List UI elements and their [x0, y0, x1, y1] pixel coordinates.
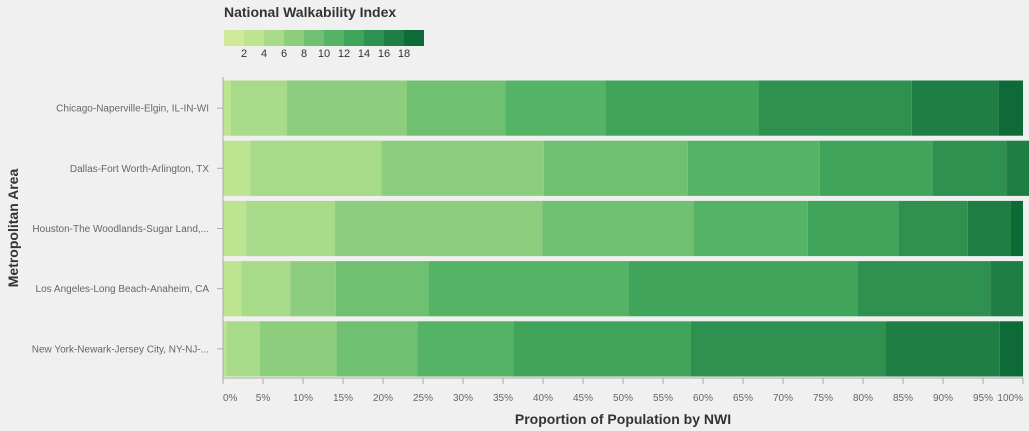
bar-segment [223, 261, 242, 317]
legend-tick-label: 14 [358, 48, 370, 60]
legend-swatch [364, 30, 384, 46]
x-axis: 0% 5% 10% 15% 20% 25% 30% 35% 40% 45% 50% 55% 60% 65%… [222, 377, 1024, 404]
bar-segment [911, 80, 999, 136]
x-tick-label: 85% [893, 393, 913, 404]
bar-segment [759, 80, 912, 136]
legend-tick-label: 2 [241, 48, 247, 60]
x-tick-label: 70% [773, 393, 793, 404]
legend-tick-label: 16 [378, 48, 390, 60]
bar-segment [335, 261, 429, 317]
bar-segment [287, 80, 407, 136]
bar-segment [998, 80, 1023, 136]
legend-swatch [284, 30, 304, 46]
legend-swatch [324, 30, 344, 46]
x-tick-label: 65% [733, 393, 753, 404]
bar-segment [407, 80, 506, 136]
legend-swatch [384, 30, 404, 46]
bar-segment [1006, 140, 1029, 196]
category-label: Houston-The Woodlands-Sugar Land,... [32, 224, 209, 235]
bar-segment [246, 200, 335, 257]
x-axis-title: Proportion of Population by NWI [515, 411, 731, 427]
legend-tick-label: 12 [338, 48, 350, 60]
bar-segment [857, 261, 991, 317]
legend-tick-label: 18 [398, 48, 410, 60]
bar-segment [628, 261, 858, 317]
x-tick-label: 30% [453, 393, 473, 404]
bar-segment [223, 140, 251, 196]
bar-segment [241, 261, 291, 317]
x-tick-label: 50% [613, 393, 633, 404]
bar-segment [967, 200, 1011, 257]
x-tick-label: 100% [997, 393, 1023, 404]
legend: National Walkability Index 2 4 6 8 10 12 14 16 1… [224, 4, 424, 60]
x-tick-label: 25% [413, 393, 433, 404]
x-tick-label: 95% [973, 393, 993, 404]
bar-segment [223, 321, 227, 377]
legend-swatch [304, 30, 324, 46]
bars [223, 80, 1029, 377]
bar-segment [542, 200, 694, 257]
bar-segment [505, 80, 606, 136]
bar-segment [335, 200, 543, 257]
y-axis: Chicago-Naperville-Elgin, IL-IN-WI Dallas… [32, 77, 224, 378]
bar-segment [898, 200, 968, 257]
y-axis-title: Metropolitan Area [5, 169, 21, 288]
category-label: New York-Newark-Jersey City, NY-NJ-... [32, 344, 209, 355]
bar-segment [381, 140, 544, 196]
bar-segment [259, 321, 337, 377]
x-tick-label: 80% [853, 393, 873, 404]
bar-segment [231, 80, 287, 136]
x-tick-label: 20% [373, 393, 393, 404]
category-label: Dallas-Fort Worth-Arlington, TX [70, 164, 209, 175]
bar-segment [691, 321, 886, 377]
legend-swatches [224, 30, 424, 46]
x-tick-label: 0% [223, 393, 238, 404]
bar-segment [336, 321, 418, 377]
bar-segment [543, 140, 688, 196]
bar-segment [1011, 200, 1023, 257]
x-tick-label: 75% [813, 393, 833, 404]
bar-segment [819, 140, 933, 196]
legend-swatch [344, 30, 364, 46]
x-tick-label: 35% [493, 393, 513, 404]
x-tick-label: 45% [573, 393, 593, 404]
bar-segment [223, 80, 231, 136]
legend-tick-label: 4 [261, 48, 267, 60]
legend-ticks: 2 4 6 8 10 12 14 16 18 [241, 48, 410, 60]
x-tick-label: 10% [293, 393, 313, 404]
x-tick-label: 40% [533, 393, 553, 404]
bar-segment [223, 200, 247, 257]
bar-segment [990, 261, 1023, 317]
legend-swatch [244, 30, 264, 46]
bar-segment [417, 321, 514, 377]
legend-title: National Walkability Index [224, 4, 396, 20]
bar-segment [226, 321, 260, 377]
bar-segment [290, 261, 336, 317]
legend-tick-label: 8 [301, 48, 307, 60]
legend-swatch [224, 30, 244, 46]
bar-segment [999, 321, 1023, 377]
bar-segment [605, 80, 759, 136]
legend-swatch [264, 30, 284, 46]
x-tick-label: 5% [256, 393, 271, 404]
x-tick-label: 55% [653, 393, 673, 404]
bar-segment [932, 140, 1007, 196]
bar-segment [513, 321, 691, 377]
x-tick-label: 15% [333, 393, 353, 404]
x-tick-label: 60% [693, 393, 713, 404]
bar-segment [885, 321, 1000, 377]
bar-segment [687, 140, 820, 196]
legend-swatch [404, 30, 424, 46]
x-tick-label: 90% [933, 393, 953, 404]
bar-segment [693, 200, 808, 257]
bar-segment [807, 200, 899, 257]
category-label: Los Angeles-Long Beach-Anaheim, CA [36, 284, 210, 295]
legend-tick-label: 6 [281, 48, 287, 60]
bar-segment [250, 140, 382, 196]
bar-segment [428, 261, 629, 317]
legend-tick-label: 10 [318, 48, 330, 60]
category-label: Chicago-Naperville-Elgin, IL-IN-WI [56, 104, 209, 115]
